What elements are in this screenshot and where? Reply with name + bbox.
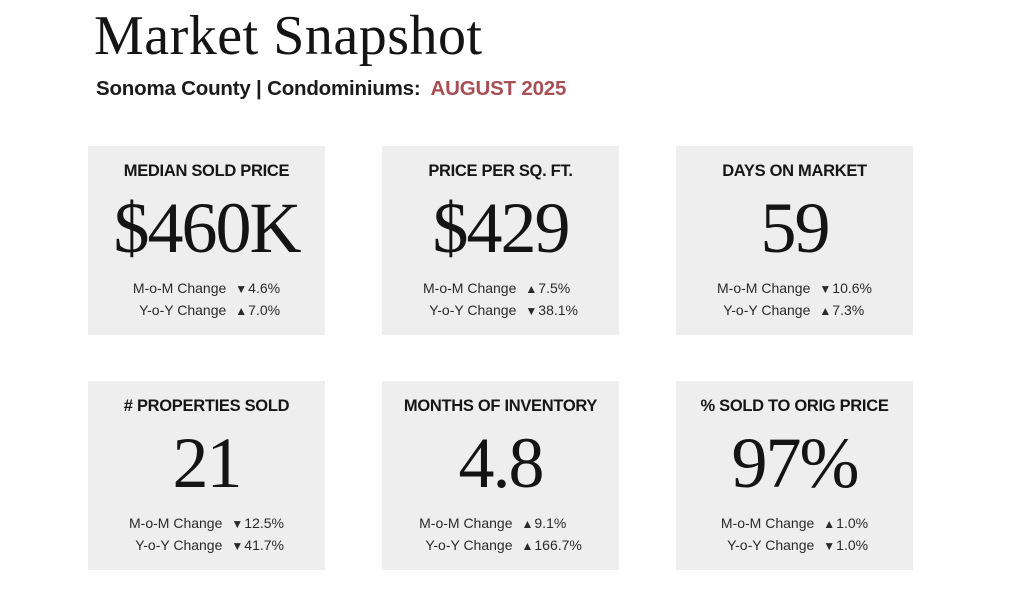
yoy-change-value: ▲166.7% xyxy=(521,536,582,553)
stat-card-changes: M-o-M Change ▼4.6% Y-o-Y Change ▲7.0% xyxy=(132,280,281,318)
up-arrow-icon: ▲ xyxy=(819,303,833,318)
stat-card-label: % SOLD TO ORIG PRICE xyxy=(700,397,889,415)
stat-card-label: MEDIAN SOLD PRICE xyxy=(123,162,290,180)
stat-card-value: 4.8 xyxy=(458,423,545,504)
stat-card-median-sold-price: MEDIAN SOLD PRICE $460K M-o-M Change ▼4.… xyxy=(88,146,325,335)
down-arrow-icon: ▼ xyxy=(231,538,245,553)
up-arrow-icon: ▲ xyxy=(235,303,249,318)
yoy-change-pct: 7.3% xyxy=(832,301,865,318)
mom-change-value: ▲9.1% xyxy=(522,516,582,531)
down-arrow-icon: ▼ xyxy=(235,282,249,297)
mom-change-pct: 10.6% xyxy=(832,280,872,297)
mom-change-value: ▼10.6% xyxy=(819,281,872,296)
stat-card-days-on-market: DAYS ON MARKET 59 M-o-M Change ▼10.6% Y-… xyxy=(676,146,913,335)
down-arrow-icon: ▼ xyxy=(823,538,837,553)
down-arrow-icon: ▼ xyxy=(231,517,245,532)
stat-card-price-per-sqft: PRICE PER SQ. FT. $429 M-o-M Change ▲7.5… xyxy=(382,146,619,335)
stat-card-value: $460K xyxy=(113,188,302,269)
stat-card-label: DAYS ON MARKET xyxy=(722,162,867,180)
mom-change-pct: 4.6% xyxy=(248,280,281,297)
yoy-change-value: ▲7.3% xyxy=(819,301,872,318)
yoy-change-label: Y-o-Y Change xyxy=(139,301,227,318)
mom-change-pct: 7.5% xyxy=(538,280,571,297)
mom-change-value: ▲7.5% xyxy=(525,281,578,296)
mom-change-label: M-o-M Change xyxy=(132,280,227,297)
mom-change-value: ▼12.5% xyxy=(231,516,284,531)
mom-change-pct: 12.5% xyxy=(244,515,284,532)
up-arrow-icon: ▲ xyxy=(521,517,535,532)
yoy-change-label: Y-o-Y Change xyxy=(727,536,815,553)
stat-card-months-of-inventory: MONTHS OF INVENTORY 4.8 M-o-M Change ▲9.… xyxy=(382,381,619,570)
yoy-change-label: Y-o-Y Change xyxy=(429,301,517,318)
up-arrow-icon: ▲ xyxy=(823,517,837,532)
stat-card-value: $429 xyxy=(432,188,571,269)
stat-card-label: MONTHS OF INVENTORY xyxy=(403,397,598,415)
report-period: AUGUST 2025 xyxy=(430,77,567,100)
yoy-change-pct: 41.7% xyxy=(244,536,284,553)
mom-change-label: M-o-M Change xyxy=(720,515,815,532)
stat-card-changes: M-o-M Change ▲9.1% Y-o-Y Change ▲166.7% xyxy=(419,515,582,553)
yoy-change-label: Y-o-Y Change xyxy=(135,536,223,553)
stat-card-label: PRICE PER SQ. FT. xyxy=(428,162,573,180)
yoy-change-pct: 7.0% xyxy=(248,301,281,318)
yoy-change-label: Y-o-Y Change xyxy=(723,301,811,318)
yoy-change-pct: 166.7% xyxy=(534,536,582,553)
stat-card-value: 97% xyxy=(731,423,860,504)
page-subtitle: Sonoma County | Condominiums: AUGUST 2025 xyxy=(96,77,566,101)
stat-card-changes: M-o-M Change ▼10.6% Y-o-Y Change ▲7.3% xyxy=(717,280,872,318)
yoy-change-value: ▼1.0% xyxy=(823,536,869,553)
stat-card-pct-sold-to-orig-price: % SOLD TO ORIG PRICE 97% M-o-M Change ▲1… xyxy=(676,381,913,570)
stat-card-changes: M-o-M Change ▲1.0% Y-o-Y Change ▼1.0% xyxy=(720,515,869,553)
mom-change-pct: 9.1% xyxy=(534,515,567,532)
down-arrow-icon: ▼ xyxy=(525,303,539,318)
stat-card-changes: M-o-M Change ▲7.5% Y-o-Y Change ▼38.1% xyxy=(423,280,578,318)
yoy-change-value: ▲7.0% xyxy=(235,301,281,318)
mom-change-pct: 1.0% xyxy=(836,515,869,532)
yoy-change-value: ▼41.7% xyxy=(231,536,284,553)
stat-card-properties-sold: # PROPERTIES SOLD 21 M-o-M Change ▼12.5%… xyxy=(88,381,325,570)
mom-change-label: M-o-M Change xyxy=(423,280,517,297)
stat-card-label: # PROPERTIES SOLD xyxy=(123,397,290,415)
up-arrow-icon: ▲ xyxy=(521,538,535,553)
down-arrow-icon: ▼ xyxy=(819,282,833,297)
stat-card-value: 59 xyxy=(760,188,831,269)
mom-change-label: M-o-M Change xyxy=(717,280,811,297)
mom-change-value: ▲1.0% xyxy=(823,516,868,531)
up-arrow-icon: ▲ xyxy=(525,282,539,297)
mom-change-label: M-o-M Change xyxy=(419,515,513,532)
stat-cards-grid: MEDIAN SOLD PRICE $460K M-o-M Change ▼4.… xyxy=(88,146,913,570)
yoy-change-pct: 38.1% xyxy=(538,301,578,318)
stat-card-value: 21 xyxy=(172,423,243,504)
stat-card-changes: M-o-M Change ▼12.5% Y-o-Y Change ▼41.7% xyxy=(129,515,284,553)
page-title: Market Snapshot xyxy=(94,5,483,67)
yoy-change-label: Y-o-Y Change xyxy=(425,536,513,553)
yoy-change-pct: 1.0% xyxy=(836,536,869,553)
mom-change-value: ▼4.6% xyxy=(235,281,280,296)
yoy-change-value: ▼38.1% xyxy=(525,301,578,318)
subtitle-location-propertytype: Sonoma County | Condominiums: xyxy=(96,77,421,100)
mom-change-label: M-o-M Change xyxy=(129,515,223,532)
